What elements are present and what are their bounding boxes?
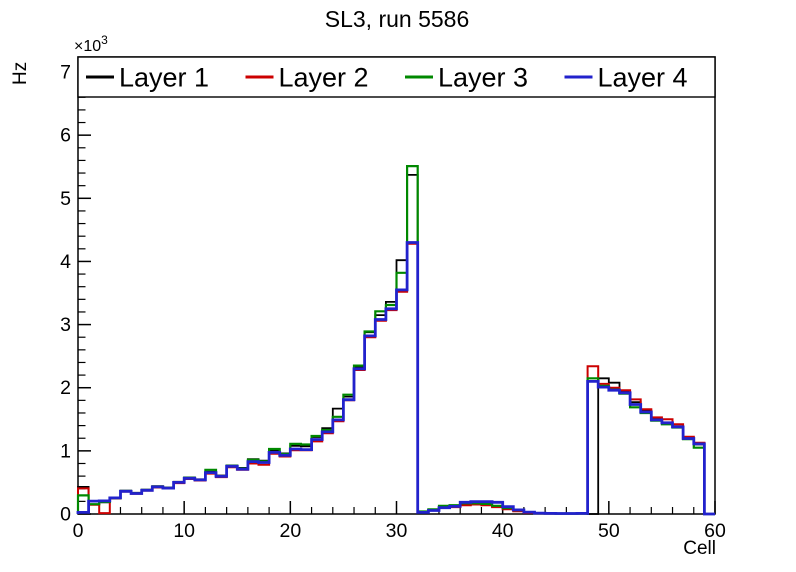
series-layer-1	[77, 174, 715, 515]
legend: Layer 1 Layer 2 Layer 3 Layer 4	[77, 56, 716, 98]
y-tick-label: 5	[60, 188, 71, 210]
x-tick-label: 0	[73, 520, 84, 542]
series-layer-3	[76, 165, 715, 516]
x-tick-label: 40	[492, 520, 514, 542]
y-tick-label: 6	[60, 125, 71, 147]
x-axis-label: Cell	[683, 538, 716, 559]
y-tick-label: 4	[60, 251, 71, 273]
legend-label: Layer 3	[438, 63, 528, 93]
y-tick-label: 1	[60, 440, 71, 462]
histogram-series	[76, 165, 715, 516]
legend-box	[77, 56, 716, 98]
plot-title: SL3, run 5586	[325, 6, 470, 32]
legend-label: Layer 1	[119, 63, 209, 93]
y-tick-label: 0	[60, 504, 71, 526]
y-axis-label: Hz	[10, 62, 31, 85]
x-tick-label: 60	[704, 520, 726, 542]
x-tick-label: 10	[173, 520, 195, 542]
exponent-sup: 3	[101, 33, 108, 47]
y-tick-label: 3	[60, 314, 71, 336]
legend-label: Layer 2	[279, 63, 369, 93]
legend-item-layer-4: Layer 4	[564, 63, 688, 93]
x-tick-label: 50	[598, 520, 620, 542]
x-tick-label: 20	[279, 520, 301, 542]
exponent-base: ×10	[74, 38, 101, 55]
series-layer-4	[76, 241, 715, 516]
y-axis-ticks: 0 1 2 3 4 5 6 7	[60, 62, 91, 526]
y-axis-exponent: ×103	[74, 33, 108, 55]
legend-item-layer-3: Layer 3	[405, 63, 528, 93]
x-tick-label: 30	[386, 520, 408, 542]
legend-label: Layer 4	[598, 63, 688, 93]
legend-item-layer-2: Layer 2	[245, 63, 369, 93]
y-tick-label: 7	[60, 62, 71, 84]
y-tick-label: 2	[60, 377, 71, 399]
x-axis-ticks: 0 10 20 30 40 50 60	[73, 501, 726, 542]
legend-item-layer-1: Layer 1	[86, 63, 209, 93]
